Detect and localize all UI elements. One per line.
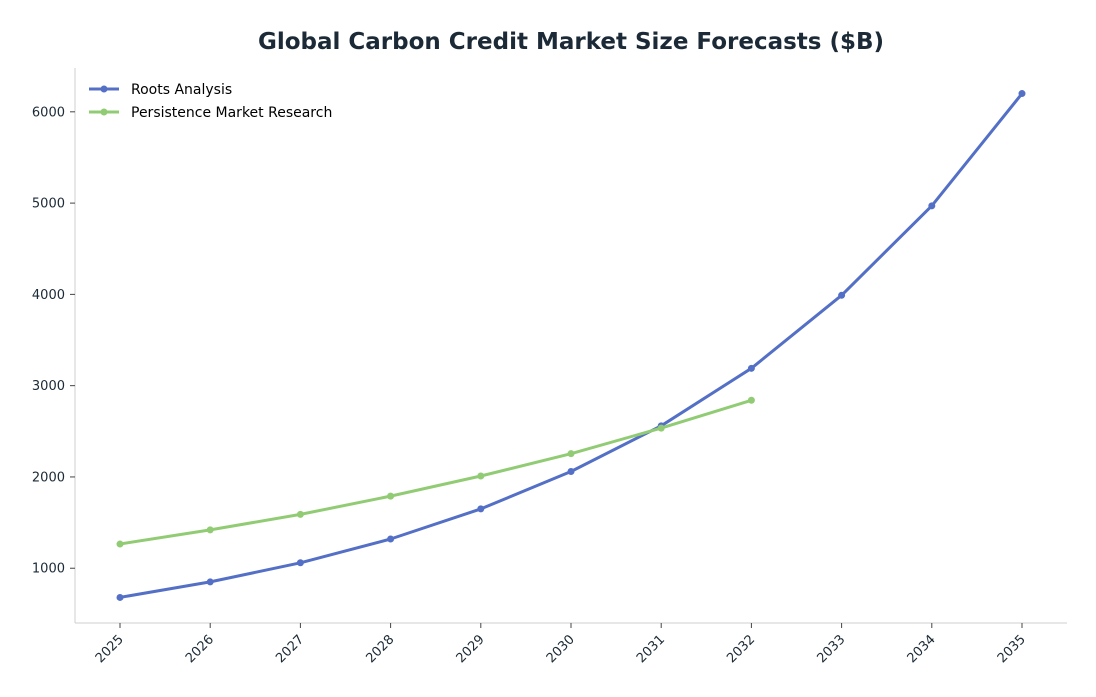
y-tick-label: 1000 (32, 562, 65, 577)
data-point (206, 526, 214, 534)
series-line (118, 398, 753, 546)
x-tick-label: 2032 (724, 632, 758, 666)
data-point (567, 450, 575, 458)
data-point (387, 535, 395, 543)
x-tick-label: 2028 (363, 632, 397, 666)
legend: Roots Analysis Persistence Market Researc… (89, 82, 332, 121)
data-point (567, 467, 575, 475)
series-1 (116, 90, 1026, 601)
data-point (116, 593, 124, 601)
data-point (296, 510, 304, 518)
x-tick-label: 2033 (814, 632, 848, 666)
legend-marker (100, 108, 108, 116)
x-axis-ticks: 2025 2026 2027 2028 2029 2030 2031 2032 2033 2034… (93, 623, 1029, 666)
data-point (838, 291, 846, 299)
data-point (387, 492, 395, 500)
y-axis-ticks: 1000 2000 3000 4000 5000 6000 (32, 105, 75, 577)
data-point (657, 424, 665, 432)
y-tick-label: 6000 (32, 105, 65, 120)
data-point (1018, 90, 1026, 98)
data-point (747, 396, 755, 404)
x-tick-label: 2034 (905, 632, 939, 666)
data-point (296, 559, 304, 567)
y-tick-label: 3000 (32, 379, 65, 394)
data-point (116, 540, 124, 548)
data-point (928, 202, 936, 210)
legend-label: Persistence Market Research (131, 105, 332, 121)
chart-title: Global Carbon Credit Market Size Forecas… (258, 29, 884, 55)
data-point (477, 505, 485, 513)
y-tick-label: 2000 (32, 470, 65, 485)
axes (74, 68, 1067, 624)
legend-marker (100, 85, 108, 93)
x-tick-label: 2031 (634, 632, 668, 666)
data-point (477, 472, 485, 480)
series-layer (116, 90, 1026, 601)
y-tick-label: 5000 (32, 197, 65, 212)
x-tick-label: 2026 (183, 632, 217, 666)
x-tick-label: 2029 (454, 632, 488, 666)
x-tick-label: 2035 (995, 632, 1029, 666)
y-tick-label: 4000 (32, 288, 65, 303)
legend-item: Roots Analysis (89, 82, 232, 98)
x-tick-label: 2027 (273, 632, 307, 666)
legend-label: Roots Analysis (131, 82, 232, 98)
legend-item: Persistence Market Research (89, 105, 332, 121)
x-tick-label: 2025 (93, 632, 127, 666)
data-point (206, 578, 214, 586)
data-point (747, 364, 755, 372)
series-2 (116, 396, 755, 548)
x-tick-label: 2030 (544, 632, 578, 666)
